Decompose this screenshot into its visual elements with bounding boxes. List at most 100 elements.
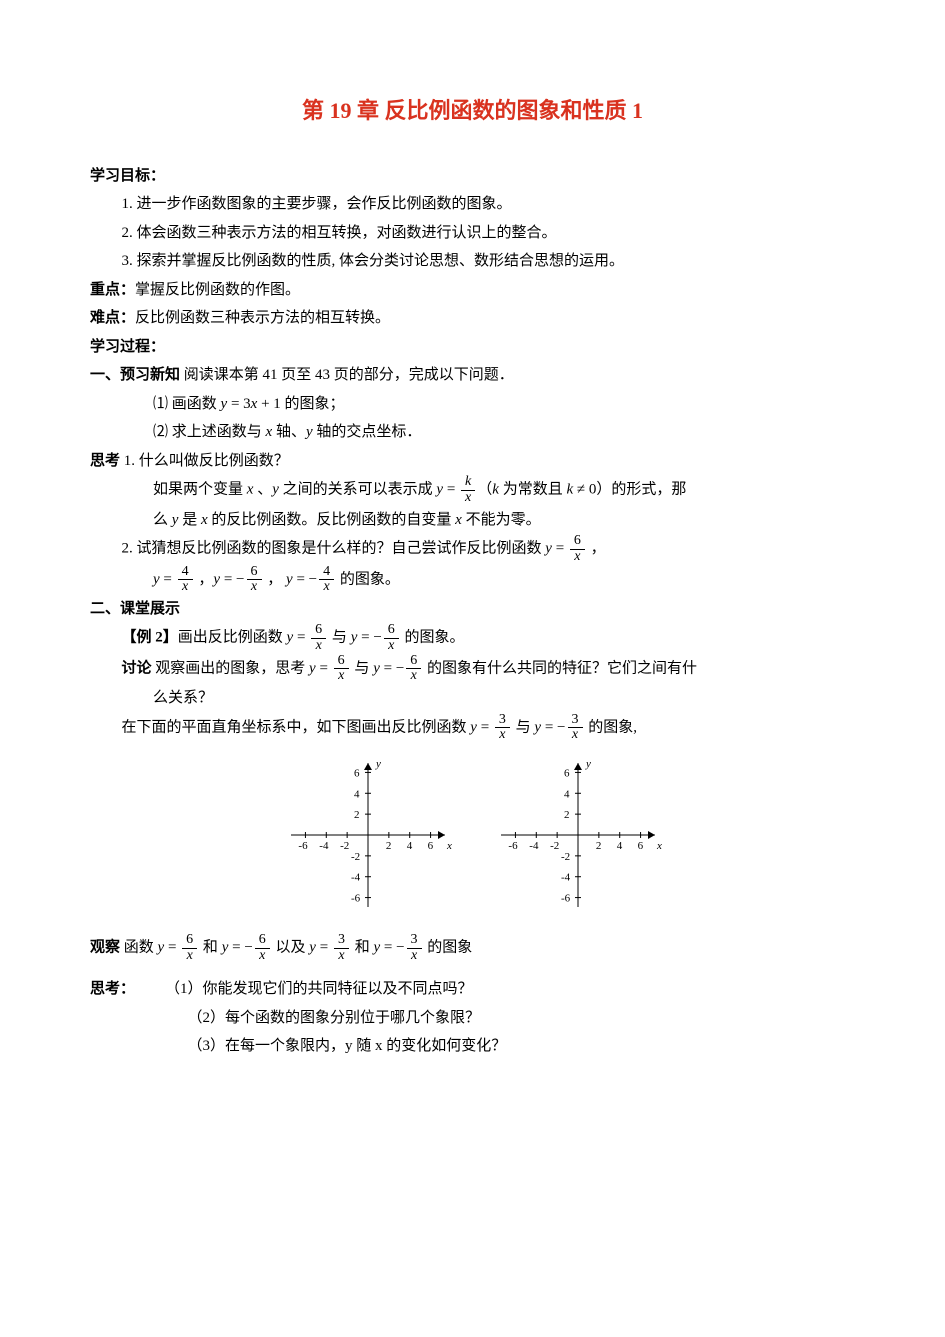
t1-k: k [492,482,499,498]
item2-mid: 轴、 [272,424,306,440]
disc-eq2: = − [380,660,404,676]
obs-n2: 6 [255,933,270,949]
spacer [90,963,855,975]
draw-b: 与 [512,719,535,735]
objective-2: 2. 体会函数三种表示方法的相互转换，对函数进行认识上的整合。 [90,219,855,248]
key-label: 重点： [90,282,135,298]
svg-text:y: y [375,758,381,770]
diff-label: 难点： [90,310,135,326]
draw-c: 的图象, [585,719,638,735]
svg-text:-4: -4 [351,872,361,884]
obs-d3: x [334,949,349,964]
draw-instruction: 在下面的平面直角坐标系中，如下图画出反比例函数 y = 3x 与 y = −3x… [90,713,855,743]
t2-t1: ， [587,541,606,557]
t2-d2: x [178,580,193,595]
draw-frac1: 3x [495,713,510,743]
think3: 思考： （1）你能发现它们的共同特征以及不同点吗？ [90,975,855,1004]
draw-eq1: = [477,719,493,735]
svg-text:2: 2 [385,840,391,852]
svg-text:-2: -2 [340,840,349,852]
think3-q3: （3）在每一个象限内，y 随 x 的变化如何变化？ [90,1032,855,1061]
think1-body: 如果两个变量 x 、y 之间的关系可以表示成 y = kx（k 为常数且 k ≠… [90,475,855,505]
think1-q: 1. 什么叫做反比例函数？ [120,453,289,469]
obs-b: 和 [199,940,222,956]
t2-n3: 6 [247,565,262,581]
svg-text:-6: -6 [561,893,571,905]
think-label: 思考 [90,453,120,469]
svg-text:-6: -6 [508,840,518,852]
svg-text:4: 4 [564,788,570,800]
item1-label: ⑴ 画函数 [153,396,221,412]
think-1-heading: 思考 1. 什么叫做反比例函数？ [90,447,855,476]
objectives-heading: 学习目标： [90,162,855,191]
t2-dtail: 的图象。 [336,571,400,587]
ex2-frac2: 6x [384,623,399,653]
svg-text:4: 4 [406,840,412,852]
obs-eq2: = − [228,940,252,956]
frac-k-over-x: kx [461,475,475,505]
svg-text:-2: -2 [351,851,360,863]
disc-c: 的图象有什么共同的特征？它们之间有什 [423,660,697,676]
t1-a: 如果两个变量 [153,482,247,498]
disc-y2: y [373,660,380,676]
item2-label: ⑵ 求上述函数与 [153,424,266,440]
ex2-eq2: = − [357,630,381,646]
draw-a: 在下面的平面直角坐标系中，如下图画出反比例函数 [122,719,471,735]
frac-neg4-over-x: 4x [319,565,334,595]
discussion-cont: 么关系？ [90,684,855,713]
ex2-frac1: 6x [311,623,326,653]
key-text: 掌握反比例函数的作图。 [135,282,300,298]
t1-f: ）的形式，那 [596,482,686,498]
t2-y4: y [286,571,293,587]
think1-body-cont: 么 y 是 x 的反比例函数。反比例函数的自变量 x 不能为零。 [90,506,855,535]
svg-text:4: 4 [354,788,360,800]
disc-frac2: 6x [406,654,421,684]
obs-d1: x [182,949,197,964]
t1c-x2: x [455,512,462,528]
svg-text:x: x [446,840,452,852]
item1-eq: = 3 [227,396,250,412]
draw-n1: 3 [495,713,510,729]
t2-eq3: = − [220,571,244,587]
classroom-heading: 二、课堂展示 [90,595,855,624]
obs-eq1: = [164,940,180,956]
ex2-n1: 6 [311,623,326,639]
draw-d1: x [495,728,510,743]
obs-n1: 6 [182,933,197,949]
frac-neg6-over-x: 6x [247,565,262,595]
obs-a: 函数 [120,940,158,956]
difficulties: 难点：反比例函数三种表示方法的相互转换。 [90,304,855,333]
t1-e: 为常数且 [499,482,567,498]
item1-tail: 的图象； [281,396,345,412]
svg-text:-2: -2 [561,851,570,863]
draw-d2: x [568,728,583,743]
svg-text:2: 2 [564,809,570,821]
diff-text: 反比例函数三种表示方法的相互转换。 [135,310,390,326]
preview-item-2: ⑵ 求上述函数与 x 轴、y 轴的交点坐标． [90,418,855,447]
discussion: 讨论 观察画出的图象，思考 y = 6x 与 y = −6x 的图象有什么共同的… [90,654,855,684]
t1-den: x [461,491,475,506]
svg-text:-6: -6 [298,840,308,852]
svg-text:-4: -4 [529,840,539,852]
t1c-c: 的反比例函数。反比例函数的自变量 [208,512,456,528]
t2-d3: x [247,580,262,595]
svg-text:6: 6 [427,840,433,852]
process-heading: 学习过程： [90,333,855,362]
obs-y3: y [309,940,316,956]
t1-b: 、 [253,482,272,498]
svg-text:4: 4 [616,840,622,852]
think3-label: 思考： [90,981,135,997]
t1c-b: 是 [178,512,201,528]
disc-d2: x [406,669,421,684]
disc-eq1: = [316,660,332,676]
obs-d: 和 [351,940,374,956]
think2-line2: y = 4x ，y = −6x ， y = −4x 的图象。 [90,565,855,595]
draw-eq2: = − [541,719,565,735]
key-points: 重点：掌握反比例函数的作图。 [90,276,855,305]
obs-n3: 3 [334,933,349,949]
coordinate-plane-right: xy2-22-24-44-46-66-6 [493,755,663,915]
think3-q2: （2）每个函数的图象分别位于哪几个象限？ [90,1004,855,1033]
discuss-label: 讨论 [122,660,152,676]
t1-eq: = [443,482,459,498]
disc-b: 与 [351,660,374,676]
